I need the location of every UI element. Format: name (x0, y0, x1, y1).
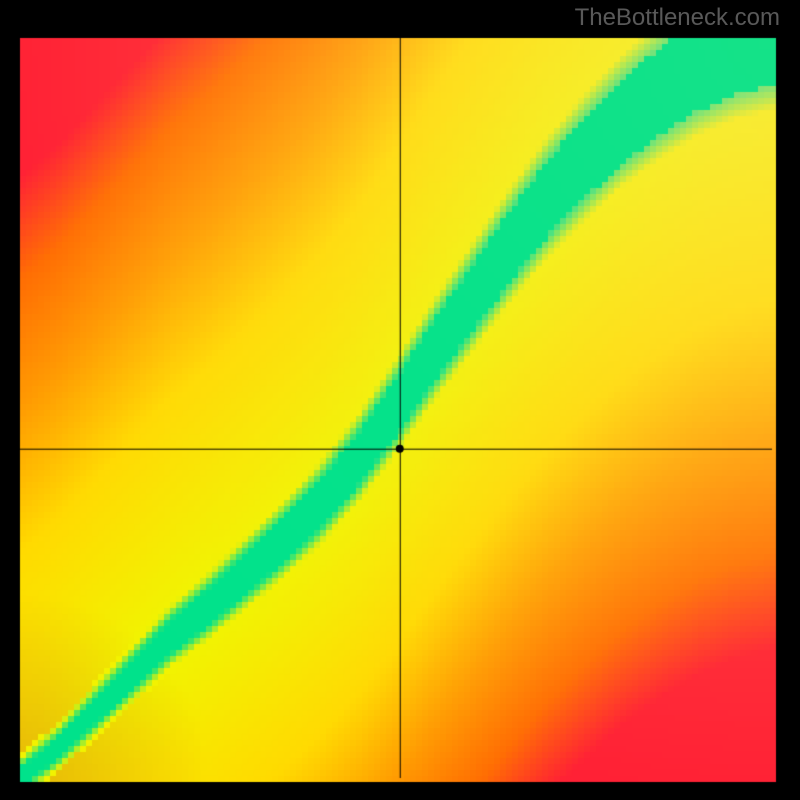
watermark-text: TheBottleneck.com (575, 4, 780, 32)
chart-container: TheBottleneck.com (0, 0, 800, 800)
bottleneck-heatmap (0, 0, 800, 800)
